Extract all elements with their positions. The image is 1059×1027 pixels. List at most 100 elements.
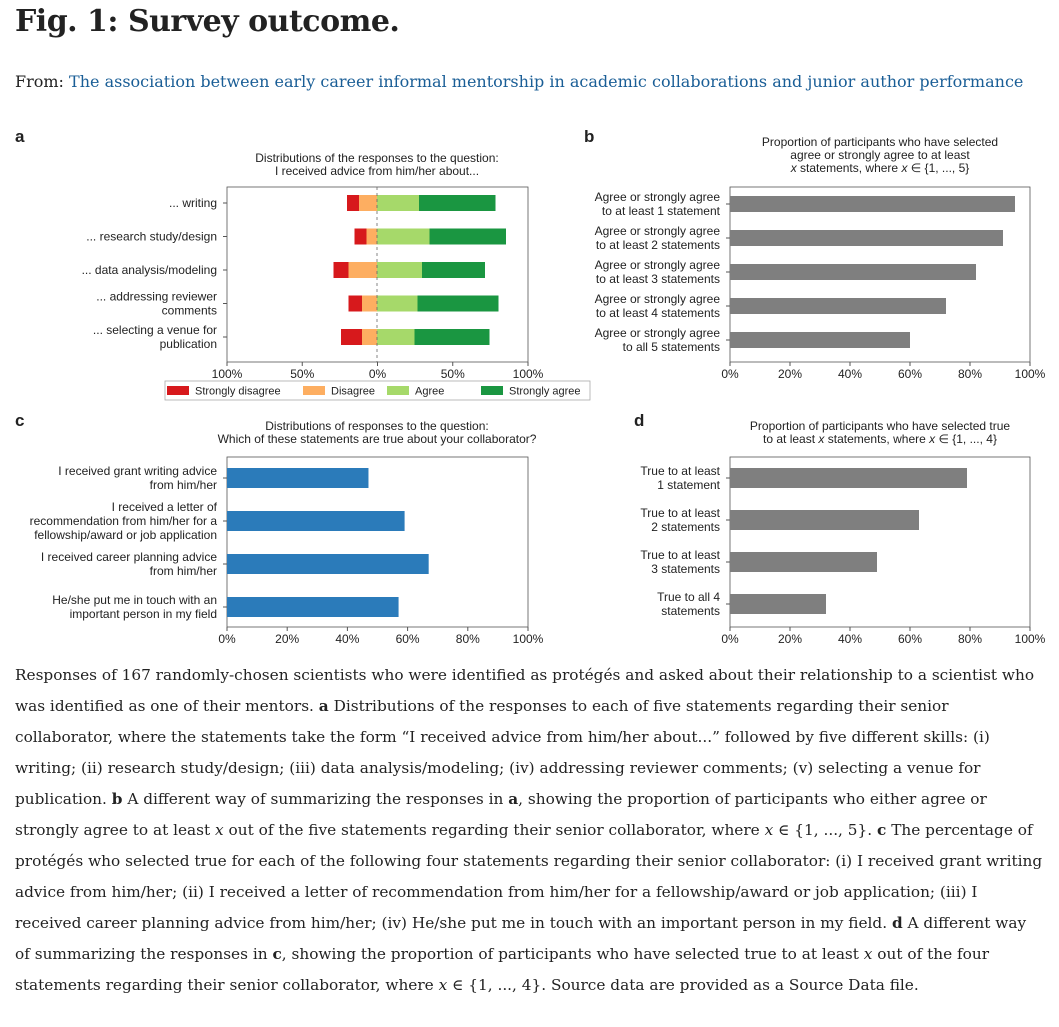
panel-d-xtick-label: 60% (898, 632, 922, 646)
article-link[interactable]: The association between early career inf… (69, 72, 1024, 91)
panel-d-category-label: 2 statements (651, 520, 720, 534)
caption-var-x: x (764, 821, 774, 839)
panel-a-legend-label: Strongly agree (509, 386, 581, 398)
caption-text-b1: A different way of summarizing the respo… (122, 790, 509, 808)
caption-label-a: a (318, 697, 329, 715)
panel-a-bar-agree (377, 295, 418, 312)
caption-ref-a: a (508, 790, 519, 808)
panel-d-category-label: True to all 4 (657, 590, 720, 604)
panel-a-legend (164, 380, 591, 401)
panel-b-category-label: Agree or strongly agree (595, 190, 721, 204)
caption-text-b4: ∈ {1, ..., 5}. (773, 821, 873, 839)
panel-d-category-label: statements (661, 604, 720, 618)
panel-b-title: agree or strongly agree to at least (790, 148, 970, 162)
panel-a-legend-label: Agree (415, 386, 444, 398)
caption-var-x: x (863, 945, 873, 963)
panel-d-xtick-label: 0% (721, 632, 739, 646)
panel-a-xtick-label: 50% (290, 367, 314, 381)
panel-b-category-label: to at least 2 statements (596, 238, 720, 252)
panel-d-category-label: True to at least (640, 506, 720, 520)
panel-d-xtick-label: 80% (958, 632, 982, 646)
panel-b-xtick-label: 100% (1015, 367, 1046, 381)
panel-d-frame (729, 456, 1031, 628)
panel-a-bar-strongly-agree (429, 228, 506, 245)
panel-c-xtick-label: 60% (396, 632, 420, 646)
panel-label-a: a (15, 127, 25, 146)
panel-c-category-label: He/she put me in touch with an (52, 593, 217, 607)
caption-label-d: d (891, 914, 903, 932)
panel-b-bar (730, 298, 946, 314)
panel-a-legend-swatch (481, 386, 503, 395)
caption-text-c: The percentage of protégés who selected … (15, 821, 1043, 932)
panel-b-bar (730, 196, 1015, 212)
panel-a-bar-strongly-disagree (354, 228, 367, 245)
caption-text-b2: , showing the proportion of participants… (15, 790, 987, 839)
panel-label-c: c (15, 411, 24, 430)
caption-text-d4: ∈ {1, ..., 4}. Source data are provided … (447, 976, 919, 994)
caption-text-d2: , showing the proportion of participants… (281, 945, 864, 963)
panel-b-xtick-label: 0% (721, 367, 739, 381)
panel-c-xtick-label: 80% (456, 632, 480, 646)
panel-b-category-label: to at least 4 statements (596, 306, 720, 320)
panel-a-bar-strongly-disagree (347, 195, 359, 211)
panel-b-bar (730, 264, 976, 280)
panel-d-xtick-label: 100% (1015, 632, 1046, 646)
panel-d-title: Proportion of participants who have sele… (750, 419, 1010, 433)
panel-a-xtick-label: 0% (369, 367, 387, 381)
panel-d-xtick-label: 40% (838, 632, 862, 646)
panel-c-title: Which of these statements are true about… (218, 432, 537, 446)
panel-c-category-label: I received grant writing advice (58, 464, 217, 478)
panel-a-title: I received advice from him/her about... (275, 164, 479, 178)
panel-a-category-label: ... data analysis/modeling (82, 263, 217, 277)
panel-c-category-label: fellowship/award or job application (34, 528, 217, 542)
panel-d-bar (730, 594, 826, 614)
panel-c-category-label: I received career planning advice (41, 550, 217, 564)
panel-d-bar (730, 552, 877, 572)
panel-d-category-label: True to at least (640, 548, 720, 562)
panel-c-category-label: recommendation from him/her for a (30, 514, 218, 528)
panel-a-category-label: publication (160, 337, 217, 351)
panel-b-category-label: Agree or strongly agree (595, 258, 721, 272)
source-line: From: The association between early care… (15, 72, 1023, 91)
panel-d-title: to at least x statements, where x ∈ {1, … (763, 432, 997, 446)
panel-a-bar-agree (377, 195, 419, 211)
panel-a-bar-agree (377, 262, 422, 278)
panel-a-bar-disagree (362, 295, 377, 312)
panel-c-bar (227, 511, 405, 531)
panel-a-bar-strongly-agree (422, 262, 485, 278)
panel-a-bar-agree (377, 329, 415, 345)
panel-d-category-label: 1 statement (657, 478, 720, 492)
panel-b-category-label: Agree or strongly agree (595, 292, 721, 306)
panel-a-xtick-label: 100% (212, 367, 243, 381)
panel-label-b: b (584, 127, 594, 146)
panel-b-category-label: Agree or strongly agree (595, 326, 721, 340)
figure-panels: a b c d Distributions of the responses to th… (15, 127, 1046, 646)
caption-var-x: x (215, 821, 224, 839)
panel-a-category-label: ... research study/design (86, 230, 217, 244)
panel-c-title: Distributions of responses to the questi… (265, 419, 488, 433)
panel-c-xtick-label: 100% (513, 632, 544, 646)
caption-label-b: b (111, 790, 123, 808)
panel-a-bar-strongly-agree (419, 195, 496, 211)
caption-var-x: x (438, 976, 448, 994)
panel-b-category-label: Agree or strongly agree (595, 224, 721, 238)
panel-c-bar (227, 597, 399, 617)
panel-c-category-label: from him/her (150, 564, 217, 578)
panel-a-bar-disagree (366, 228, 377, 245)
caption-label-c: c (877, 821, 887, 839)
panel-b-category-label: to at least 1 statement (602, 204, 721, 218)
caption-intro: Responses of 167 randomly-chosen scienti… (15, 666, 1035, 715)
panel-a-category-label: ... selecting a venue for (93, 323, 217, 337)
panel-a-bar-disagree (348, 262, 377, 278)
panel-d-category-label: 3 statements (651, 562, 720, 576)
caption-ref-c: c (272, 945, 282, 963)
panel-b-title: Proportion of participants who have sele… (762, 135, 998, 149)
panel-a-title: Distributions of the responses to the qu… (255, 151, 498, 165)
caption-text-d1: A different way of summarizing the respo… (15, 914, 1027, 963)
panel-a-legend-swatch (167, 386, 189, 395)
panel-a-legend-swatch (303, 386, 325, 395)
panel-d-xtick-label: 20% (778, 632, 802, 646)
panel-b-category-label: to all 5 statements (623, 340, 720, 354)
panel-c-frame (226, 456, 529, 628)
panel-a-xtick-label: 100% (513, 367, 544, 381)
